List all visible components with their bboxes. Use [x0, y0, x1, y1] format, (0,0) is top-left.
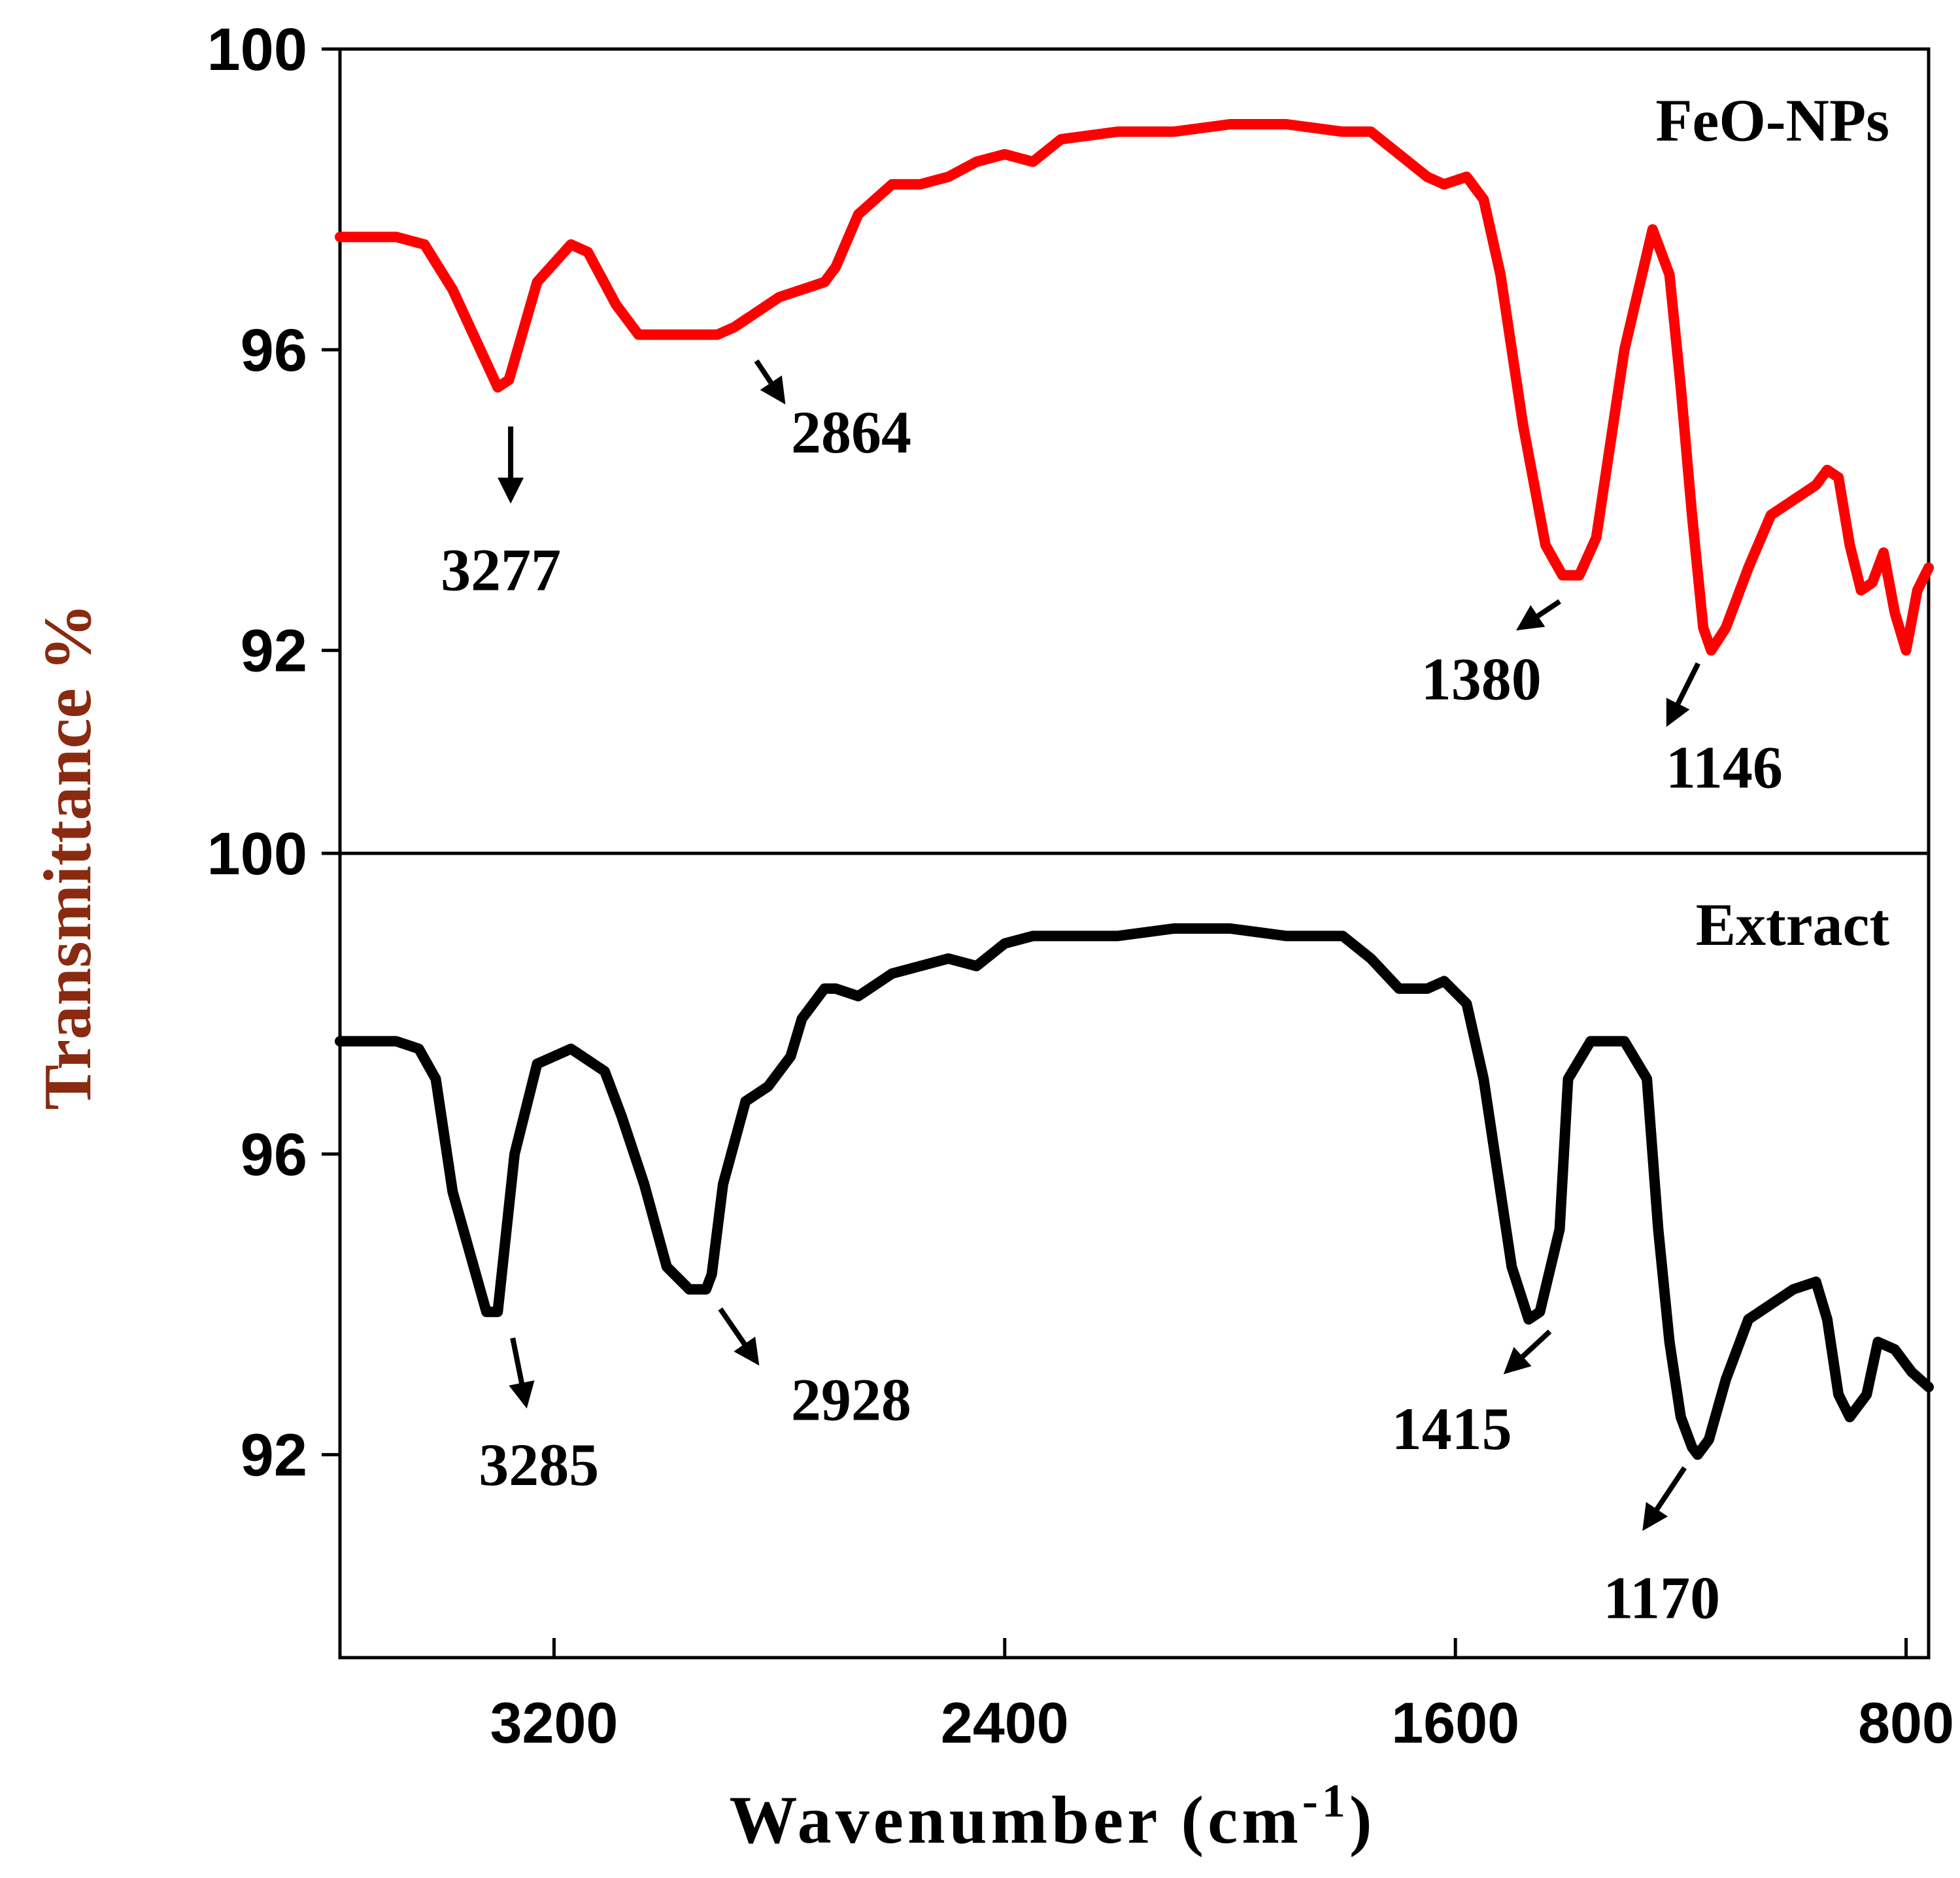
- x-tick-label: 800: [1858, 1690, 1954, 1755]
- peak-annotation: 1415: [1392, 1395, 1512, 1462]
- peak-annotation: 2864: [791, 399, 911, 466]
- annotation-arrow: [754, 359, 786, 405]
- annotation-arrow: [1642, 1466, 1687, 1531]
- x-tick-label: 1600: [1391, 1690, 1519, 1755]
- peak-annotation: 2928: [791, 1367, 911, 1433]
- x-tick-label: 2400: [941, 1690, 1069, 1755]
- annotation-arrow: [509, 1337, 535, 1409]
- x-axis-label: Wavenumber (cm-1): [729, 1775, 1376, 1858]
- peak-annotation: 1170: [1603, 1565, 1720, 1631]
- annotation-arrow: [718, 1307, 760, 1366]
- y-tick-label: 96: [241, 1121, 307, 1188]
- annotation-arrow: [1516, 599, 1561, 631]
- y-axis-label: Transmittance %: [30, 603, 105, 1110]
- x-axis-label-superscript: -1: [1302, 1775, 1349, 1827]
- y-tick-label: 100: [207, 16, 308, 83]
- annotation-arrow: [1666, 662, 1700, 727]
- annotation-arrow: [1503, 1329, 1552, 1374]
- peak-annotation: 3277: [441, 536, 561, 603]
- y-tick-label: 92: [241, 618, 307, 685]
- y-tick-label: 92: [241, 1422, 307, 1489]
- peak-annotation: 1146: [1666, 734, 1783, 801]
- x-axis-label-text: Wavenumber (cm: [729, 1783, 1302, 1858]
- y-tick-label: 100: [207, 821, 308, 887]
- y-tick-label: 96: [241, 317, 307, 384]
- series-label-0: FeO-NPs: [1655, 87, 1889, 154]
- x-axis-label-close: ): [1349, 1783, 1376, 1858]
- series-line-1: [335, 923, 1934, 1460]
- series-line-0: [335, 119, 1934, 656]
- x-tick-label: 3200: [490, 1690, 618, 1755]
- panel-frame-1: [338, 851, 1931, 1660]
- series-label-1: Extract: [1696, 891, 1890, 958]
- peak-annotation: 1380: [1421, 646, 1542, 713]
- peak-annotation: 3285: [479, 1431, 599, 1498]
- plot-area: 100 96 92 FeO-NPs 3277 2864 1380 1146 100 96 92 Ext…: [207, 16, 1954, 1755]
